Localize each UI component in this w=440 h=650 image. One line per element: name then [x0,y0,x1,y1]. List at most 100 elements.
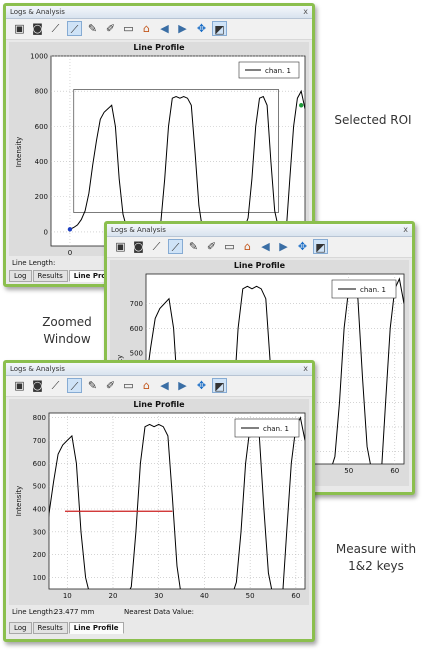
bottom-tabs: Log Results Line Profile [9,622,125,634]
caption-zoomed-window: Zoomed Window [24,314,110,348]
forward-icon[interactable]: ▶ [178,22,187,35]
legend: chan. 1 [234,418,300,438]
pipette-icon[interactable]: ✎ [87,379,98,392]
pencil-icon[interactable]: ✐ [206,240,217,253]
forward-icon[interactable]: ▶ [178,379,187,392]
line-profile-icon[interactable]: ⟋ [152,240,161,253]
tab-results[interactable]: Results [32,270,68,282]
window-titlebar[interactable]: Logs & Analysis x [6,6,312,19]
save-icon[interactable]: ▣ [14,22,25,35]
tick-labels: 0 200 400 600 800 1000 0 [30,53,72,257]
plot-title: Line Profile [133,43,185,52]
eraser-icon[interactable]: ▭ [224,240,235,253]
start-marker[interactable] [67,227,73,232]
x-tick-label: 50 [246,592,255,600]
zoom-icon[interactable]: ◩ [212,21,227,36]
y-tick-label: 500 [130,349,143,357]
tab-line-profile[interactable]: Line Profile [68,622,124,634]
plot-title: Line Profile [233,261,286,270]
tab-results[interactable]: Results [32,622,68,634]
y-tick-label: 400 [35,158,48,166]
y-tick-label: 800 [35,88,48,96]
close-button[interactable]: x [403,225,408,234]
line-profile-plot[interactable]: Line Profile 0 200 400 600 800 1000 0 chan. 1 … [9,42,309,256]
close-button[interactable]: x [303,364,308,373]
toolbar: ▣ ◙ ⟋ ⟋ ✎ ✐ ▭ ⌂ ◀ ▶ ✥ ◩ [6,19,312,40]
y-tick-label: 800 [33,414,46,422]
home-icon[interactable]: ⌂ [143,379,150,392]
caption-zoomed-line1: Zoomed [42,315,92,329]
home-icon[interactable]: ⌂ [143,22,150,35]
zoom-icon[interactable]: ◩ [212,378,227,393]
back-icon[interactable]: ◀ [160,379,169,392]
legend-label: chan. 1 [263,425,289,433]
forward-icon[interactable]: ▶ [279,240,288,253]
x-tick-label: 50 [344,467,353,475]
x-tick-label: 40 [200,592,209,600]
pipette-icon[interactable]: ✎ [188,240,199,253]
close-button[interactable]: x [303,7,308,16]
pan-icon[interactable]: ✥ [196,379,207,392]
y-tick-label: 0 [44,228,48,236]
eraser-icon[interactable]: ▭ [123,379,134,392]
y-tick-label: 700 [130,300,143,308]
eraser-icon[interactable]: ▭ [123,22,134,35]
line-length-label: Line Length: [12,259,56,267]
x-tick-label: 60 [291,592,300,600]
tab-log[interactable]: Log [9,270,32,282]
camera-icon[interactable]: ◙ [32,22,43,35]
window-title: Logs & Analysis [10,8,65,16]
plot-area [50,55,306,247]
save-icon[interactable]: ▣ [14,379,25,392]
toolbar: ▣ ◙ ⟋ ⟋ ✎ ✐ ▭ ⌂ ◀ ▶ ✥ ◩ [6,376,312,397]
end-marker[interactable] [299,103,304,108]
legend: chan. 1 [238,61,300,79]
roi-icon[interactable]: ⟋ [67,378,82,393]
logs-analysis-window-roi: Logs & Analysis x ▣ ◙ ⟋ ⟋ ✎ ✐ ▭ ⌂ ◀ ▶ ✥ ◩ Line Prof… [3,3,315,287]
plot-canvas[interactable]: 100 200 300 400 500 600 700 800 10 20 30 40 50 60 cha… [9,399,309,605]
toolbar: ▣ ◙ ⟋ ⟋ ✎ ✐ ▭ ⌂ ◀ ▶ ✥ ◩ [107,237,412,258]
x-tick-label: 60 [390,467,399,475]
save-icon[interactable]: ▣ [115,240,126,253]
line-profile-icon[interactable]: ⟋ [51,22,60,35]
pan-icon[interactable]: ✥ [196,22,207,35]
y-axis-label: Intensity [15,137,23,167]
plot-title: Line Profile [133,400,185,409]
line-profile-plot[interactable]: Line Profile 100 200 300 400 500 600 700 800 10 2… [9,399,309,605]
zoom-icon[interactable]: ◩ [313,239,328,254]
tab-log[interactable]: Log [9,622,32,634]
plot-canvas[interactable]: 0 200 400 600 800 1000 0 chan. 1 Intensity [9,42,309,256]
caption-measure-line2: 1&2 keys [348,559,404,573]
y-tick-label: 1000 [30,53,48,61]
y-tick-label: 700 [33,437,46,445]
y-tick-label: 400 [33,506,46,514]
y-tick-label: 300 [33,528,46,536]
y-tick-label: 600 [130,325,143,333]
pencil-icon[interactable]: ✐ [105,379,116,392]
legend-label: chan. 1 [360,286,386,294]
pan-icon[interactable]: ✥ [297,240,308,253]
roi-icon[interactable]: ⟋ [67,21,82,36]
x-tick-label: 20 [109,592,118,600]
window-title: Logs & Analysis [111,226,166,234]
y-tick-label: 200 [33,551,46,559]
window-titlebar[interactable]: Logs & Analysis x [6,363,312,376]
line-length-value: 23.477 mm [54,608,95,616]
tick-labels: 100 200 300 400 500 600 700 800 10 20 30 40 50 60 [33,414,301,600]
camera-icon[interactable]: ◙ [32,379,43,392]
window-titlebar[interactable]: Logs & Analysis x [107,224,412,237]
home-icon[interactable]: ⌂ [244,240,251,253]
caption-measure-line1: Measure with [335,542,417,556]
pipette-icon[interactable]: ✎ [87,22,98,35]
logs-analysis-window-measure: Logs & Analysis x ▣ ◙ ⟋ ⟋ ✎ ✐ ▭ ⌂ ◀ ▶ ✥ ◩ Line Prof… [3,360,315,642]
y-tick-label: 600 [33,460,46,468]
back-icon[interactable]: ◀ [261,240,270,253]
legend: chan. 1 [331,279,397,299]
line-profile-icon[interactable]: ⟋ [51,379,60,392]
camera-icon[interactable]: ◙ [133,240,144,253]
nearest-data-value-label: Nearest Data Value: [124,608,194,616]
roi-icon[interactable]: ⟋ [168,239,183,254]
back-icon[interactable]: ◀ [160,22,169,35]
roi-rectangle[interactable] [73,89,279,213]
pencil-icon[interactable]: ✐ [105,22,116,35]
